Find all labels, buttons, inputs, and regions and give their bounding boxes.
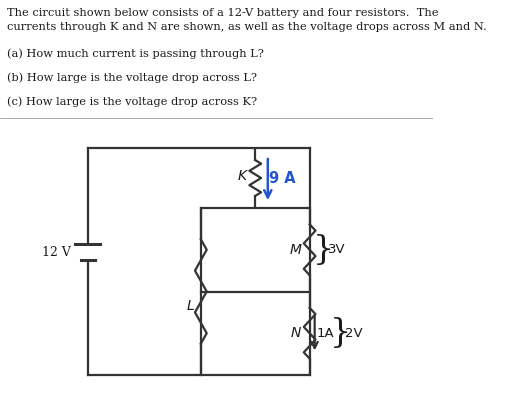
- Text: M: M: [289, 243, 301, 257]
- Text: (a) How much current is passing through L?: (a) How much current is passing through …: [7, 48, 264, 59]
- Text: 12 V: 12 V: [42, 245, 71, 258]
- Text: (b) How large is the voltage drop across L?: (b) How large is the voltage drop across…: [7, 72, 257, 83]
- Text: 3V: 3V: [328, 243, 346, 256]
- Text: }: }: [313, 234, 334, 266]
- Text: N: N: [291, 326, 301, 340]
- Text: (c) How large is the voltage drop across K?: (c) How large is the voltage drop across…: [7, 96, 257, 106]
- Text: currents through K and N are shown, as well as the voltage drops across M and N.: currents through K and N are shown, as w…: [7, 22, 486, 32]
- Text: K: K: [238, 169, 247, 183]
- Text: }: }: [330, 317, 351, 349]
- Text: 1A: 1A: [316, 327, 334, 340]
- Text: L: L: [186, 299, 194, 314]
- Text: 2V: 2V: [345, 327, 363, 340]
- Text: 9 A: 9 A: [269, 171, 296, 186]
- Text: The circuit shown below consists of a 12-V battery and four resistors.  The: The circuit shown below consists of a 12…: [7, 8, 438, 18]
